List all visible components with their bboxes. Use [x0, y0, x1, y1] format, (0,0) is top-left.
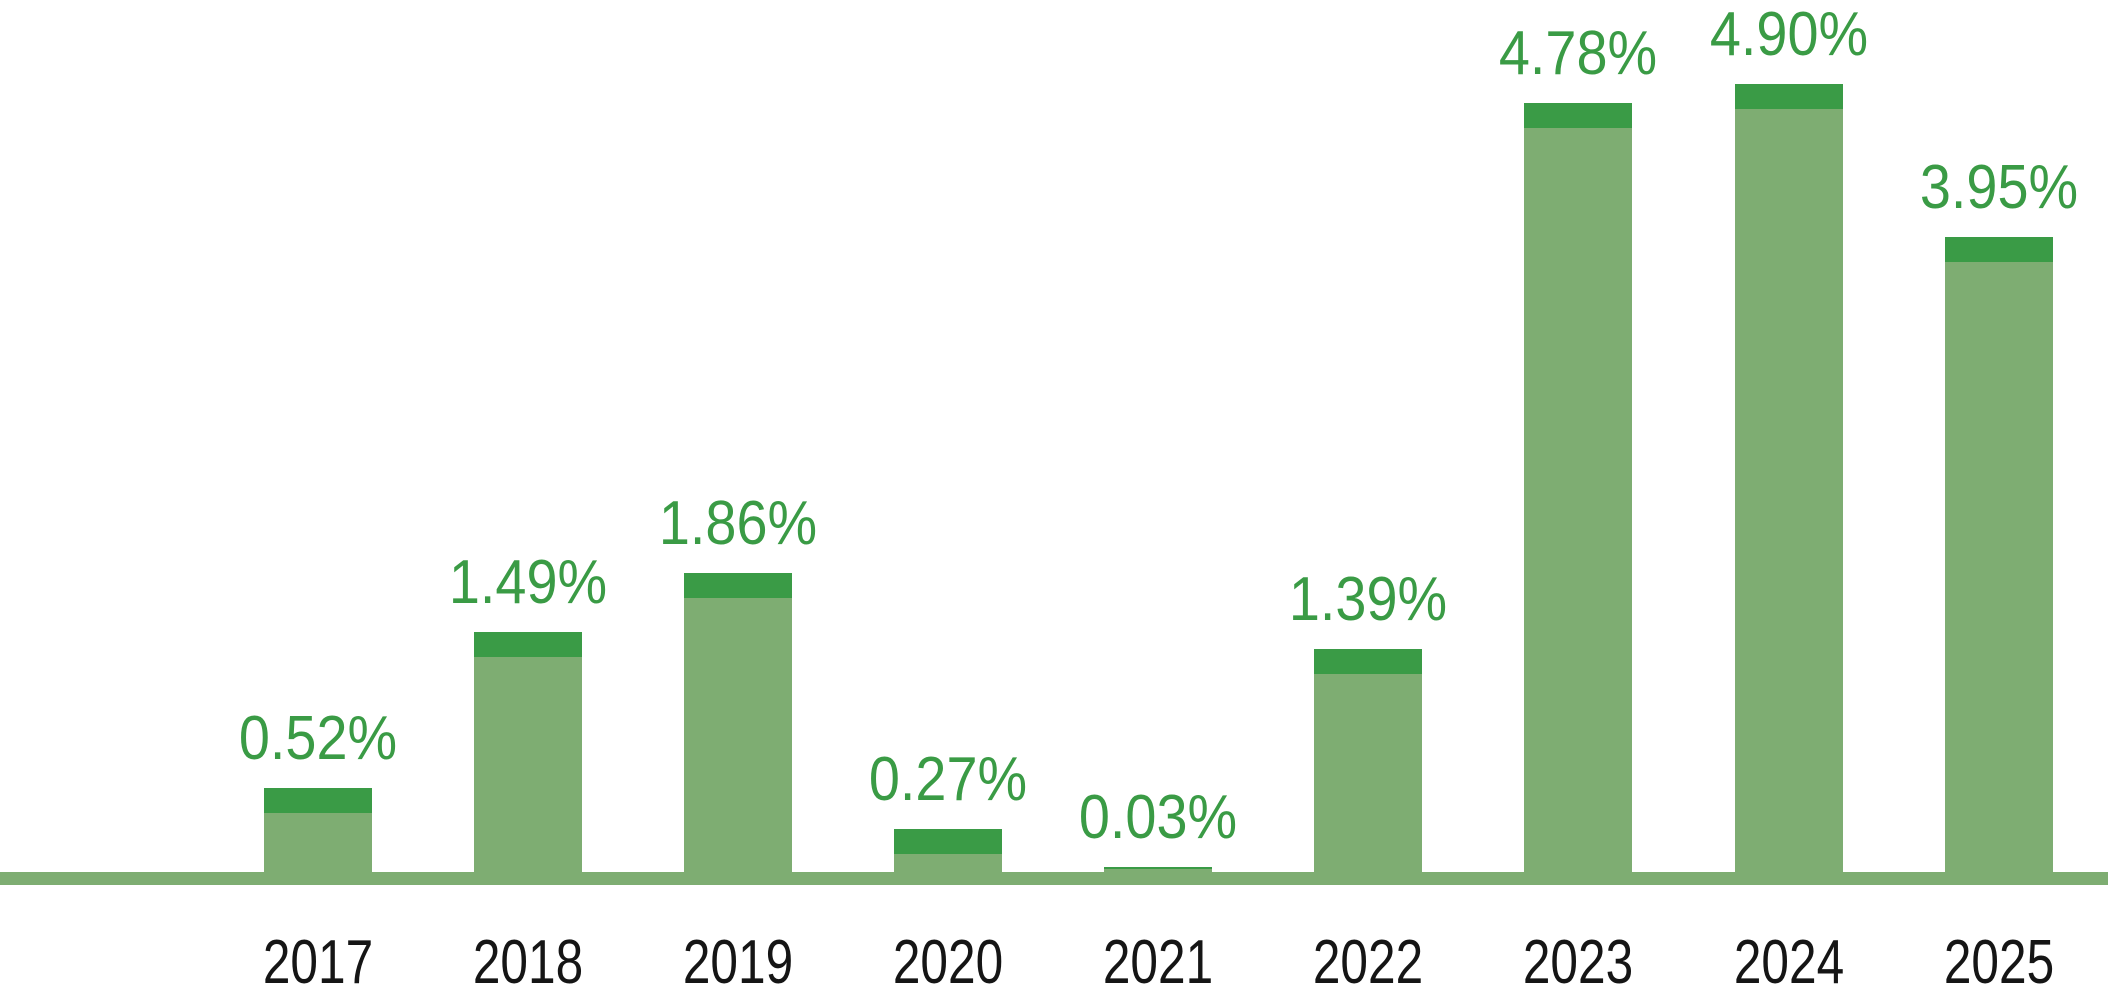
bar-cap-segment [1944, 236, 2053, 262]
bar-body-segment [1104, 869, 1213, 872]
bar-value-label-2024: 4.90% [1709, 0, 1868, 70]
bar-body-segment [893, 853, 1002, 872]
bar-2019 [683, 572, 792, 872]
bar-2024 [1734, 84, 1843, 872]
bar-body-segment [263, 813, 372, 872]
x-axis-tick-label-2020: 2020 [892, 928, 1004, 992]
bar-value-label-2025: 3.95% [1919, 152, 2078, 222]
x-axis-tick-label-2018: 2018 [472, 928, 583, 992]
bar-2017 [263, 788, 372, 872]
bar-body-segment [1314, 673, 1423, 872]
bar-cap-segment [1314, 648, 1423, 674]
x-axis-tick-label-2022: 2022 [1313, 928, 1424, 992]
bar-cap-segment [1734, 84, 1843, 110]
bar-body-segment [1734, 109, 1843, 872]
x-axis-tick-label-2019: 2019 [682, 928, 793, 992]
bar-2023 [1524, 103, 1633, 872]
bar-value-label-2018: 1.49% [448, 548, 607, 618]
bar-2018 [473, 632, 582, 872]
bar-value-label-2023: 4.78% [1499, 19, 1658, 89]
bar-cap-segment [893, 828, 1002, 854]
x-axis-tick-label-2023: 2023 [1523, 928, 1634, 992]
bar-value-label-2022: 1.39% [1289, 564, 1448, 634]
x-axis-tick-label-2024: 2024 [1733, 928, 1844, 992]
x-axis-line [0, 872, 2108, 885]
x-axis-tick-label-2021: 2021 [1102, 928, 1214, 992]
bar-2020 [893, 828, 1002, 872]
bar-cap-segment [263, 788, 372, 814]
bar-body-segment [473, 657, 582, 872]
bar-cap-segment [683, 572, 792, 598]
bar-value-label-2017: 0.52% [238, 704, 397, 774]
bar-body-segment [1944, 261, 2053, 872]
bar-body-segment [683, 597, 792, 872]
bar-body-segment [1524, 128, 1633, 872]
bar-value-label-2021: 0.03% [1078, 783, 1238, 853]
x-axis-tick-label-2025: 2025 [1943, 928, 2054, 992]
bar-2021 [1104, 867, 1213, 872]
bar-value-label-2019: 1.86% [658, 488, 817, 558]
bar-cap-segment [473, 632, 582, 658]
bar-cap-segment [1524, 103, 1633, 129]
bar-value-label-2020: 0.27% [868, 744, 1028, 814]
bar-2022 [1314, 648, 1423, 872]
bar-2025 [1944, 236, 2053, 872]
x-axis-tick-label-2017: 2017 [262, 928, 373, 992]
bar-cap-segment [1104, 867, 1213, 870]
